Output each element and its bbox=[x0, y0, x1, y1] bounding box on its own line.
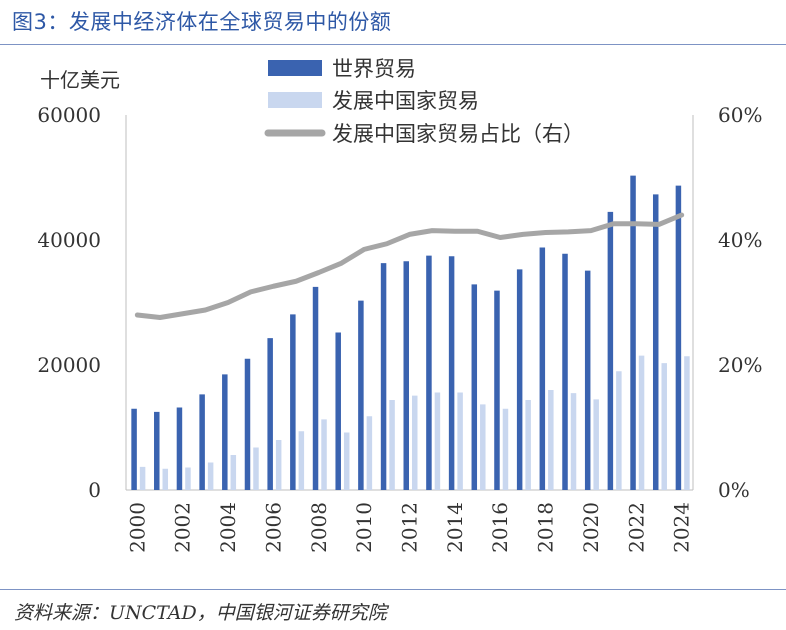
x-tick-label: 2016 bbox=[488, 502, 512, 553]
left-tick-label: 60000 bbox=[37, 103, 101, 127]
bar-developing-trade-2009 bbox=[343, 432, 350, 490]
bar-developing-trade-2016 bbox=[502, 408, 509, 490]
x-tick-label: 2012 bbox=[398, 502, 422, 553]
bar-developing-trade-2005 bbox=[253, 447, 259, 490]
left-axis-ticks: 0 20000 40000 60000 bbox=[37, 103, 101, 502]
bar-developing-trade-2002 bbox=[185, 467, 191, 490]
bar-world-trade-2011 bbox=[380, 263, 387, 491]
share-line bbox=[134, 212, 685, 320]
x-tick-label: 2014 bbox=[443, 502, 467, 553]
bar-developing-trade-2018 bbox=[548, 390, 554, 490]
bar-world-trade-2020 bbox=[584, 270, 591, 491]
bar-developing-trade-2015 bbox=[480, 404, 486, 491]
left-tick-label: 20000 bbox=[37, 353, 101, 377]
bar-world-trade-2023 bbox=[652, 194, 659, 491]
right-tick-label: 20% bbox=[718, 353, 762, 377]
x-tick-label: 2020 bbox=[579, 502, 603, 553]
legend-label-developing-trade: 发展中国家贸易 bbox=[332, 89, 479, 113]
bar-developing-trade-2019 bbox=[570, 393, 577, 491]
legend-swatch-world-trade bbox=[268, 60, 322, 76]
x-tick-label: 2008 bbox=[307, 502, 331, 553]
bar-world-trade-2024 bbox=[675, 185, 682, 491]
bar-developing-trade-2008 bbox=[321, 419, 327, 491]
legend-label-world-trade: 世界贸易 bbox=[332, 57, 416, 81]
bar-developing-trade-2007 bbox=[298, 431, 305, 490]
bar-developing-trade-2004 bbox=[230, 455, 237, 490]
bar-world-trade-2016 bbox=[494, 290, 500, 491]
bar-world-trade-2000 bbox=[131, 408, 137, 490]
left-tick-label: 40000 bbox=[37, 228, 101, 252]
bar-world-trade-2010 bbox=[358, 300, 364, 491]
right-tick-label: 0% bbox=[718, 478, 750, 502]
bar-series bbox=[131, 175, 690, 491]
figure-title: 图3：发展中经济体在全球贸易中的份额 bbox=[12, 10, 392, 34]
bar-world-trade-2005 bbox=[244, 358, 251, 490]
right-tick-label: 40% bbox=[718, 228, 762, 252]
bar-world-trade-2004 bbox=[222, 374, 228, 491]
x-tick-label: 2004 bbox=[216, 502, 240, 553]
share-line-series bbox=[134, 212, 685, 320]
legend-label-share-line: 发展中国家贸易占比（右） bbox=[332, 122, 584, 146]
x-axis-ticks: 2000 2002 2004 2006 2008 2010 2012 2014 2016 2018… bbox=[125, 502, 693, 553]
x-tick-label: 2000 bbox=[125, 502, 149, 553]
bar-world-trade-2022 bbox=[630, 175, 636, 491]
legend: 世界贸易 发展中国家贸易 发展中国家贸易占比（右） bbox=[264, 57, 584, 146]
legend-swatch-developing-trade bbox=[268, 92, 322, 108]
bar-world-trade-2006 bbox=[267, 338, 273, 491]
bar-developing-trade-2003 bbox=[207, 462, 214, 490]
bar-developing-trade-2022 bbox=[638, 355, 645, 491]
left-tick-label: 0 bbox=[88, 478, 101, 502]
right-tick-label: 60% bbox=[718, 103, 762, 127]
bar-world-trade-2007 bbox=[290, 314, 296, 491]
bar-developing-trade-2020 bbox=[593, 399, 599, 491]
bar-developing-trade-2013 bbox=[434, 392, 441, 490]
x-tick-label: 2022 bbox=[624, 502, 648, 553]
bar-developing-trade-2024 bbox=[684, 356, 690, 490]
left-axis-unit-label: 十亿美元 bbox=[40, 68, 120, 92]
x-tick-label: 2002 bbox=[171, 502, 195, 553]
bar-developing-trade-2010 bbox=[366, 416, 373, 490]
bar-world-trade-2009 bbox=[335, 332, 341, 490]
x-tick-label: 2006 bbox=[261, 502, 285, 553]
trade-share-chart: 世界贸易 发展中国家贸易 发展中国家贸易占比（右） 十亿美元 0 20000 400… bbox=[37, 57, 762, 553]
bar-developing-trade-2011 bbox=[389, 400, 395, 490]
bar-world-trade-2008 bbox=[312, 286, 319, 491]
bar-world-trade-2017 bbox=[516, 269, 523, 491]
bar-developing-trade-2014 bbox=[457, 392, 463, 490]
bar-world-trade-2013 bbox=[426, 255, 432, 491]
bar-developing-trade-2021 bbox=[616, 371, 622, 490]
bar-developing-trade-2001 bbox=[162, 468, 169, 490]
bar-world-trade-2012 bbox=[403, 261, 409, 490]
source-note: 资料来源：UNCTAD，中国银河证券研究院 bbox=[14, 602, 387, 624]
x-tick-label: 2024 bbox=[670, 502, 694, 553]
right-axis-ticks: 0% 20% 40% 60% bbox=[718, 103, 762, 502]
bar-developing-trade-2017 bbox=[525, 400, 531, 490]
bar-world-trade-2021 bbox=[607, 211, 614, 491]
bar-developing-trade-2012 bbox=[412, 395, 418, 491]
bar-developing-trade-2000 bbox=[139, 466, 146, 491]
bar-world-trade-2002 bbox=[176, 407, 183, 490]
x-tick-label: 2010 bbox=[352, 502, 376, 553]
top-rule bbox=[0, 44, 786, 45]
x-tick-label: 2018 bbox=[534, 502, 558, 553]
bar-world-trade-2015 bbox=[471, 284, 478, 491]
bar-world-trade-2003 bbox=[199, 394, 205, 491]
bar-world-trade-2001 bbox=[154, 411, 160, 491]
bar-world-trade-2019 bbox=[562, 253, 568, 490]
bar-developing-trade-2006 bbox=[275, 440, 282, 490]
bottom-rule bbox=[0, 589, 786, 590]
bar-world-trade-2018 bbox=[539, 247, 546, 490]
bar-developing-trade-2023 bbox=[661, 363, 667, 491]
bar-world-trade-2014 bbox=[448, 256, 455, 490]
